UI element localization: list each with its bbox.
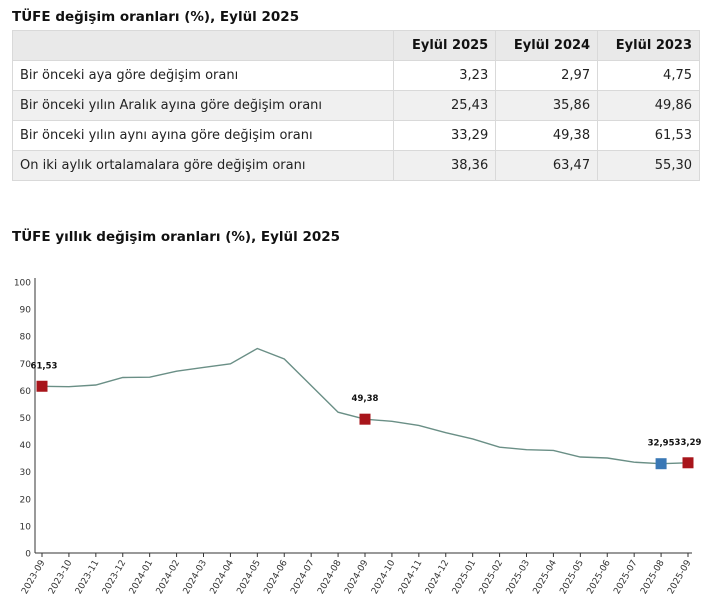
table-row: Bir önceki aya göre değişim oranı 3,23 2…	[11, 60, 700, 91]
table-title: TÜFE değişim oranları (%), Eylül 2025	[12, 9, 300, 25]
x-tick-label: 2025-04	[532, 558, 560, 596]
table-row: Bir önceki yılın aynı ayına göre değişim…	[11, 120, 700, 151]
x-tick-label: 2024-01	[128, 559, 155, 597]
row-label: Bir önceki yılın Aralık ayına göre değiş…	[11, 90, 395, 121]
y-tick-label: 60	[20, 387, 32, 397]
y-tick-label: 70	[20, 360, 32, 370]
data-label-2025-08: 32,95	[648, 439, 675, 449]
x-tick-label: 2023-12	[101, 559, 128, 597]
point-marker-2025-08	[655, 458, 667, 470]
x-tick-label: 2024-12	[424, 559, 451, 597]
point-marker-2025-09	[682, 457, 694, 469]
header-cell-sep-2023: Eylül 2023	[597, 30, 700, 61]
data-label-2025-09: 33,29	[675, 438, 702, 448]
x-tick-label: 2023-09	[20, 558, 48, 596]
x-tick-label: 2024-02	[155, 559, 182, 597]
x-tick-label: 2025-06	[585, 558, 613, 596]
table-row: On iki aylık ortalamalara göre değişim o…	[11, 150, 700, 181]
y-tick-label: 10	[20, 522, 32, 532]
x-tick-label: 2024-10	[370, 558, 398, 596]
x-tick-label: 2025-08	[639, 558, 667, 596]
header-cell-sep-2025: Eylül 2025	[393, 30, 497, 61]
chart-title: TÜFE yıllık değişim oranları (%), Eylül …	[12, 229, 341, 245]
row-value: 4,75	[597, 60, 700, 91]
x-tick-label: 2024-08	[316, 558, 344, 596]
point-marker-2023-09	[36, 380, 48, 392]
row-value: 25,43	[393, 90, 497, 121]
table-header-row: Eylül 2025 Eylül 2024 Eylül 2023	[11, 30, 700, 61]
y-tick-label: 50	[20, 414, 32, 424]
cpi-change-table: Eylül 2025 Eylül 2024 Eylül 2023 Bir önc…	[11, 30, 700, 181]
y-tick-label: 20	[20, 495, 32, 505]
y-tick-label: 80	[20, 333, 32, 343]
x-tick-label: 2025-01	[451, 559, 478, 597]
row-value: 49,86	[597, 90, 700, 121]
row-value: 38,36	[393, 150, 497, 181]
x-tick-label: 2024-07	[289, 559, 316, 597]
y-tick-label: 30	[20, 468, 32, 478]
y-tick-label: 40	[20, 441, 32, 451]
row-value: 3,23	[393, 60, 497, 91]
point-marker-2024-09	[359, 413, 371, 425]
x-tick-label: 2024-09	[343, 558, 371, 596]
x-tick-label: 2024-11	[397, 559, 424, 597]
data-label-2024-09: 49,38	[352, 394, 379, 404]
row-value: 63,47	[495, 150, 599, 181]
x-tick-label: 2024-04	[209, 558, 237, 596]
x-tick-label: 2023-11	[74, 559, 101, 597]
x-tick-label: 2025-03	[505, 559, 532, 597]
row-value: 61,53	[597, 120, 700, 151]
row-value: 55,30	[597, 150, 700, 181]
y-tick-label: 0	[25, 550, 31, 560]
x-tick-label: 2024-03	[182, 559, 209, 597]
data-label-2023-09: 61,53	[31, 361, 58, 371]
x-tick-label: 2023-10	[47, 558, 75, 596]
table-row: Bir önceki yılın Aralık ayına göre değiş…	[11, 90, 700, 121]
x-tick-label: 2025-09	[666, 558, 694, 596]
row-value: 2,97	[495, 60, 599, 91]
x-tick-label: 2025-05	[558, 559, 585, 597]
row-label: Bir önceki yılın aynı ayına göre değişim…	[11, 120, 395, 151]
series-line	[41, 347, 689, 465]
y-tick-label: 100	[14, 279, 31, 289]
row-value: 35,86	[495, 90, 599, 121]
y-tick-label: 90	[20, 306, 32, 316]
x-tick-label: 2024-06	[262, 558, 290, 596]
row-label: On iki aylık ortalamalara göre değişim o…	[11, 150, 395, 181]
row-label: Bir önceki aya göre değişim oranı	[11, 60, 395, 91]
x-tick-label: 2025-02	[478, 559, 505, 597]
x-tick-label: 2025-07	[612, 559, 639, 597]
x-tick-label: 2024-05	[235, 559, 262, 597]
